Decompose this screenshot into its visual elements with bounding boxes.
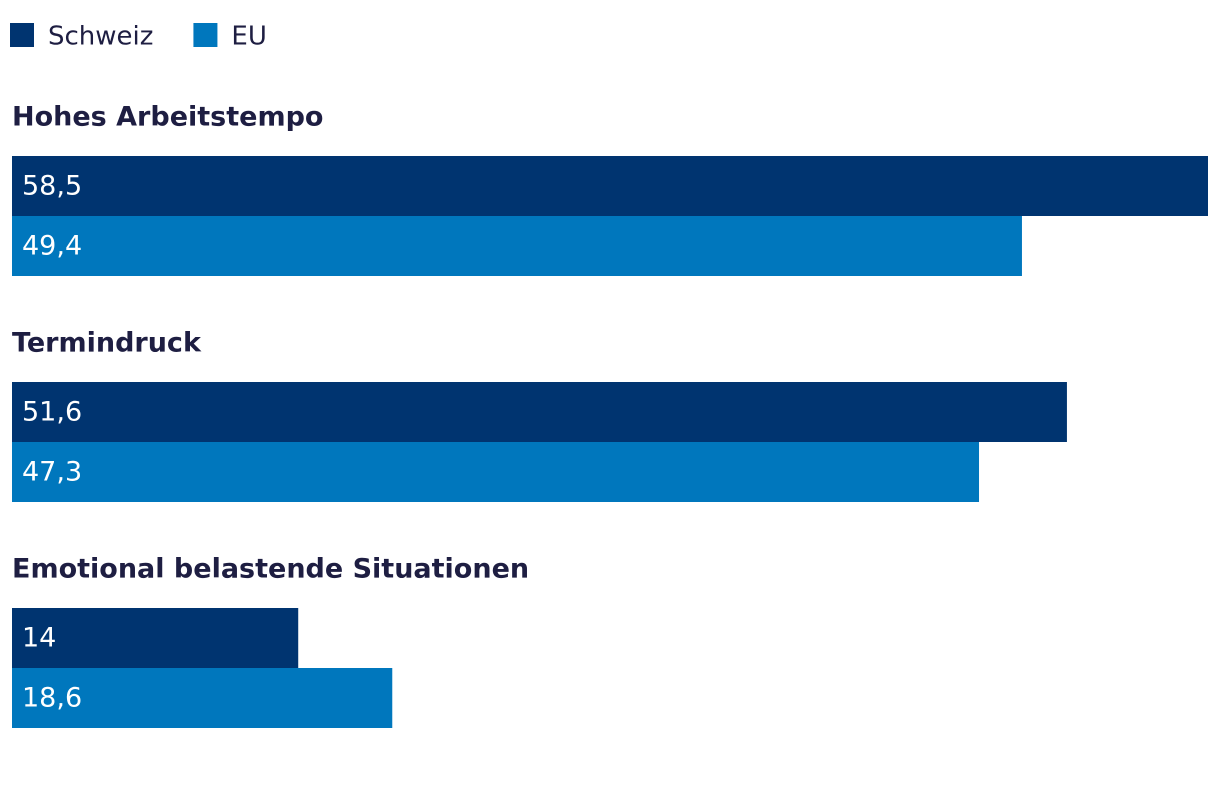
- legend-swatch: [10, 23, 34, 47]
- bar: [12, 382, 1067, 442]
- legend-swatch: [193, 23, 218, 47]
- value-label: 49,4: [22, 231, 82, 262]
- bar: [12, 608, 299, 668]
- bar: [12, 442, 980, 502]
- bar: [12, 216, 1022, 276]
- legend-label: Schweiz: [48, 22, 153, 52]
- value-label: 58,5: [22, 171, 82, 202]
- value-label: 14: [22, 623, 56, 654]
- group-title: Termindruck: [12, 328, 202, 359]
- value-label: 47,3: [22, 457, 82, 488]
- legend-label: EU: [231, 22, 266, 52]
- bar: [12, 156, 1208, 216]
- group-title: Hohes Arbeitstempo: [12, 102, 323, 133]
- value-label: 18,6: [22, 683, 82, 714]
- value-label: 51,6: [22, 397, 82, 428]
- group-title: Emotional belastende Situationen: [12, 554, 529, 585]
- bar: [12, 668, 393, 728]
